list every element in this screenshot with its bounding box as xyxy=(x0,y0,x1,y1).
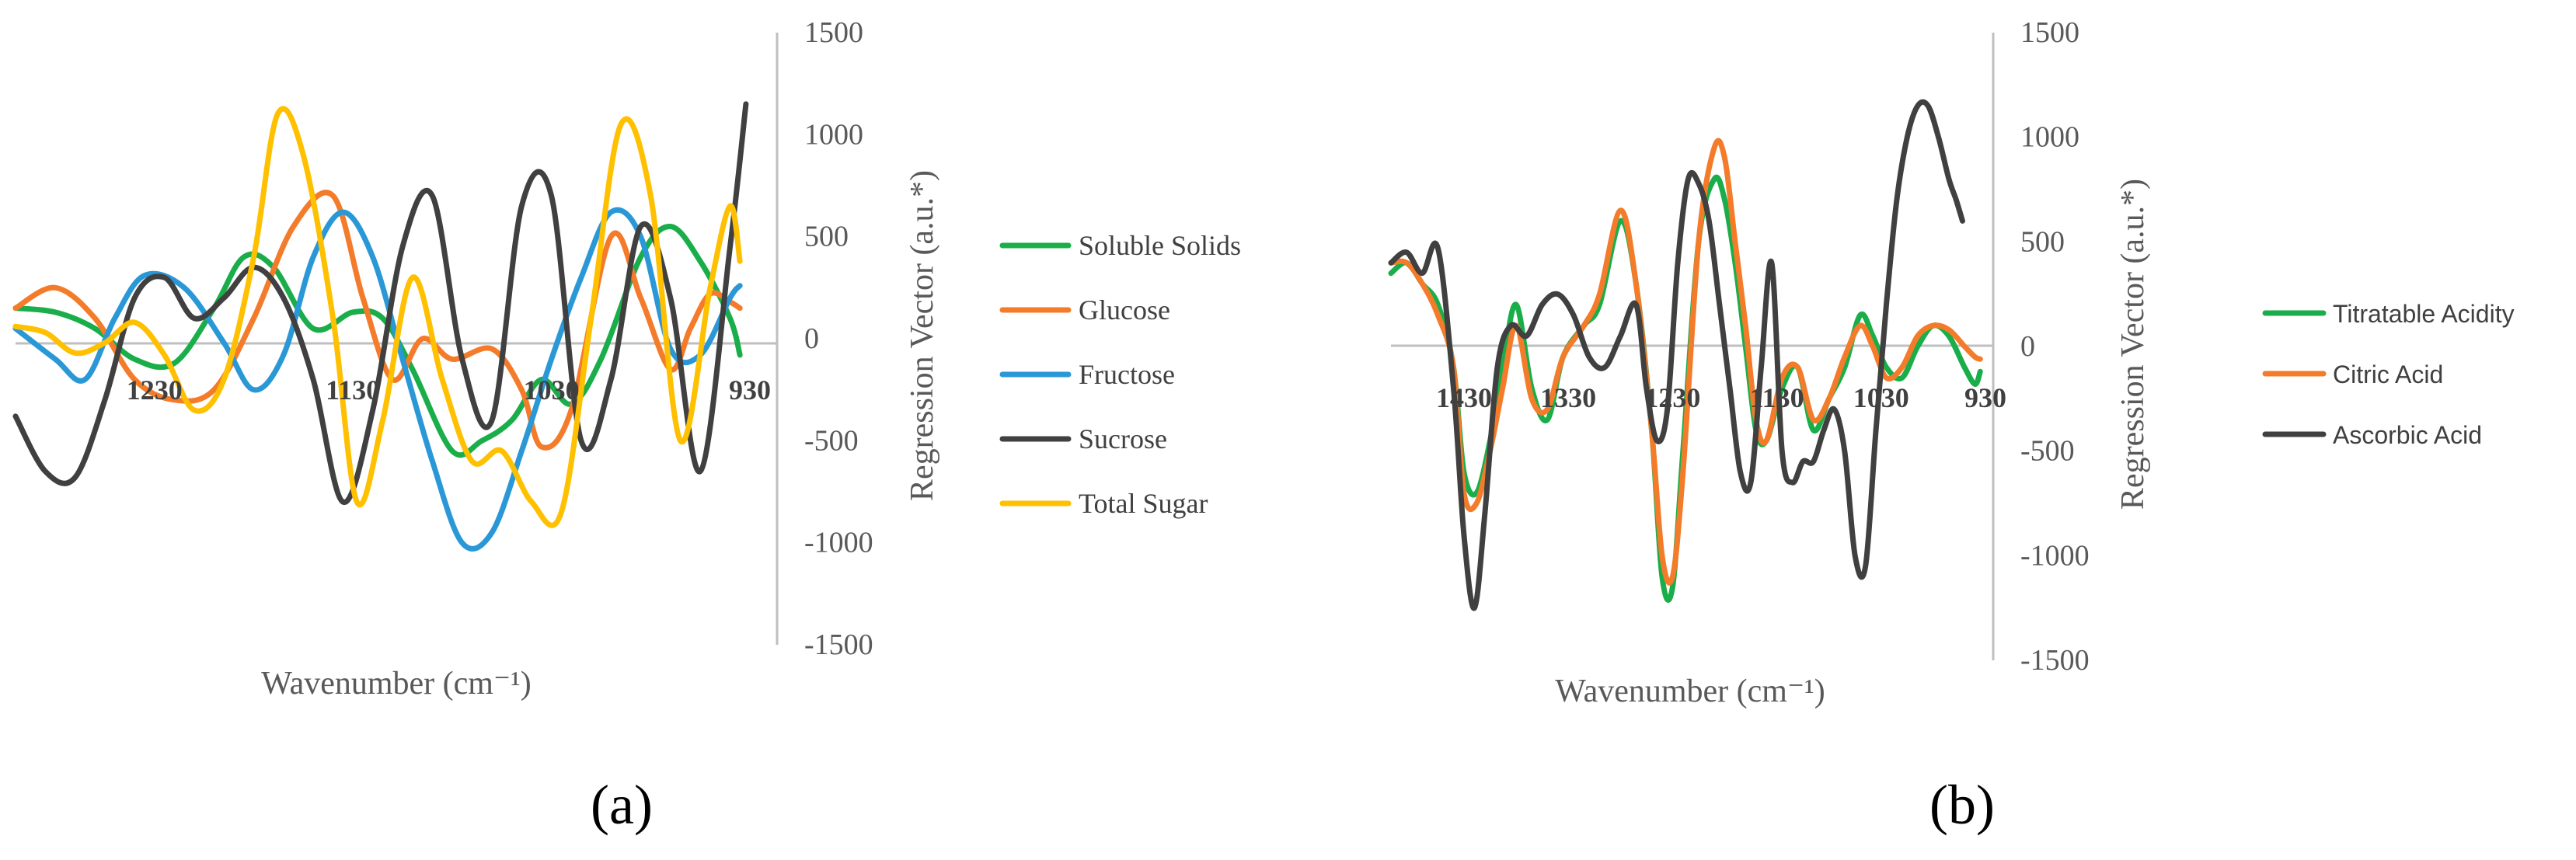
legend-label-titratable-acidity: Titratable Acidity xyxy=(2333,300,2515,328)
legend-b: Titratable Acidity Citric Acid Ascorbic Ac… xyxy=(2262,300,2515,449)
y-tick-label: -1500 xyxy=(2020,644,2090,677)
panel-label-a: (a) xyxy=(591,774,653,836)
series-group-b xyxy=(1388,99,1983,611)
x-tick-label: 1230 xyxy=(1644,382,1700,413)
y-tick-label: -1000 xyxy=(804,527,873,559)
legend-label-citric-acid: Citric Acid xyxy=(2333,360,2443,388)
y-tick-label: 0 xyxy=(804,322,819,355)
legend-label-fructose: Fructose xyxy=(1079,359,1175,390)
panel-label-b: (b) xyxy=(1929,774,1995,836)
y-tick-label: 500 xyxy=(2020,225,2065,258)
x-tick-label: 1330 xyxy=(1540,382,1596,413)
y-tick-label: -1000 xyxy=(2020,539,2090,572)
y-tick-label: 500 xyxy=(804,221,849,253)
legend-label-soluble-solids: Soluble Solids xyxy=(1079,230,1241,261)
legend-label-ascorbic-acid: Ascorbic Acid xyxy=(2333,421,2482,449)
x-tick-label: 1030 xyxy=(1853,382,1909,413)
y-tick-label: 1500 xyxy=(804,16,863,49)
y-tick-label: 0 xyxy=(2020,330,2035,363)
chart-panel-a: 1500 1000 500 0 -500 -1000 -1500 1230 1130 1030 9… xyxy=(12,16,1241,836)
series-line-total-sugar xyxy=(12,106,743,528)
series-group-a xyxy=(12,101,749,552)
y-axis-title-a: Regression Vector (a.u.*) xyxy=(905,170,940,501)
legend-label-sucrose: Sucrose xyxy=(1079,423,1167,454)
x-tick-label: 1230 xyxy=(127,374,183,406)
x-tick-label: 930 xyxy=(1964,382,2006,413)
legend-label-total-sugar: Total Sugar xyxy=(1079,488,1208,519)
x-tick-label: 1030 xyxy=(524,374,580,406)
y-tick-labels-b: 1500 1000 500 0 -500 -1000 -1500 xyxy=(2020,16,2090,677)
y-tick-label: 1000 xyxy=(804,118,863,151)
x-tick-label: 1430 xyxy=(1436,382,1492,413)
x-tick-label: 930 xyxy=(729,374,771,406)
x-tick-label: 1130 xyxy=(1750,382,1804,413)
y-tick-label: 1000 xyxy=(2020,121,2079,154)
y-tick-label: -500 xyxy=(804,424,859,457)
x-tick-label: 1130 xyxy=(326,374,380,406)
series-line-ascorbic-acid xyxy=(1388,99,1965,611)
y-axis-title-b: Regression Vector (a.u.*) xyxy=(2115,179,2151,510)
x-tick-labels-b: 1430 1330 1230 1130 1030 930 xyxy=(1436,382,2006,413)
y-tick-label: 1500 xyxy=(2020,16,2079,49)
y-tick-label: -500 xyxy=(2020,435,2075,468)
x-axis-title-b: Wavenumber (cm⁻¹) xyxy=(1555,674,1825,709)
y-tick-labels-a: 1500 1000 500 0 -500 -1000 -1500 xyxy=(804,16,873,661)
legend-label-glucose: Glucose xyxy=(1079,294,1170,326)
y-tick-label: -1500 xyxy=(804,628,873,661)
x-axis-title-a: Wavenumber (cm⁻¹) xyxy=(261,666,531,702)
x-tick-labels-a: 1230 1130 1030 930 xyxy=(127,374,771,406)
legend-a: Soluble Solids Glucose Fructose Sucrose Tota… xyxy=(999,230,1241,519)
